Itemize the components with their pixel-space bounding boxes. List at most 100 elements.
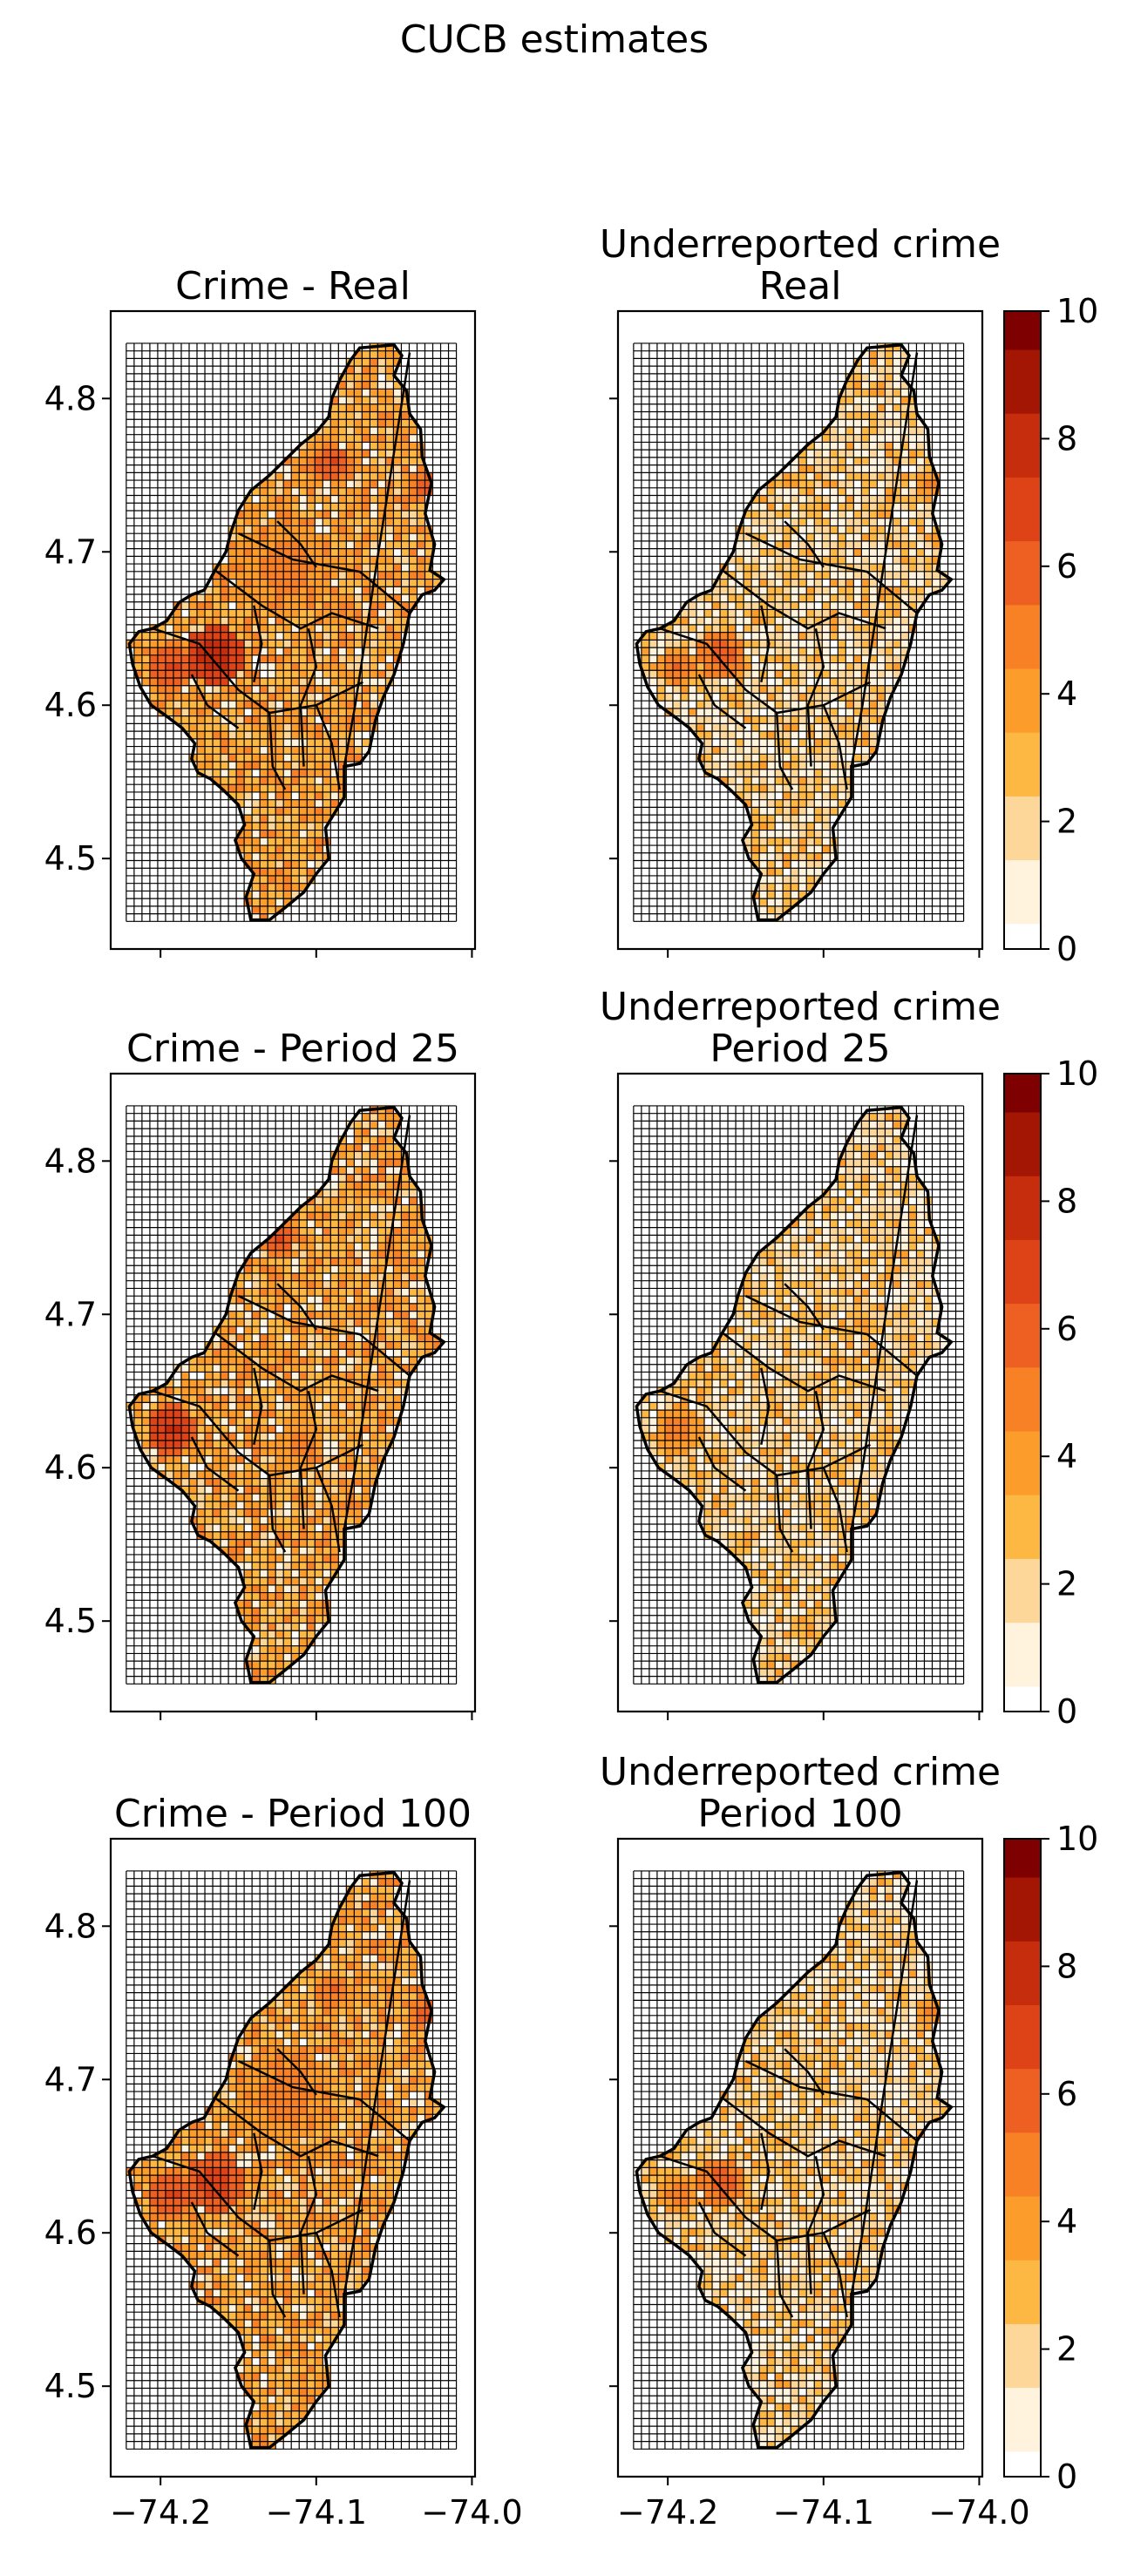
heatmap-cell [822, 670, 830, 678]
heatmap-cell [401, 549, 409, 557]
heatmap-cell [830, 617, 838, 625]
heatmap-cell [673, 693, 681, 701]
heatmap-cell [323, 1212, 330, 1220]
heatmap-cell [299, 458, 307, 465]
heatmap-cell [409, 435, 417, 443]
heatmap-cell [393, 617, 401, 625]
heatmap-cell [252, 511, 260, 519]
heatmap-cell [798, 458, 806, 465]
heatmap-cell [689, 625, 696, 633]
heatmap-cell [315, 800, 323, 808]
heatmap-cell [307, 1372, 315, 1380]
heatmap-cell [830, 670, 838, 678]
heatmap-cell [275, 633, 283, 641]
heatmap-cell [315, 792, 323, 800]
heatmap-cell [189, 647, 197, 655]
colorbar-band [1004, 885, 1041, 898]
heatmap-cell [861, 747, 869, 755]
heatmap-cell [751, 678, 759, 686]
heatmap-cell [838, 678, 845, 686]
heatmap-cell [299, 533, 307, 541]
heatmap-cell [822, 472, 830, 480]
heatmap-cell [338, 1486, 346, 1494]
heatmap-cell [932, 580, 940, 587]
heatmap-cell [323, 594, 330, 602]
heatmap-cell [377, 556, 385, 564]
heatmap-cell [330, 503, 338, 511]
heatmap-cell [681, 686, 689, 694]
heatmap-cell [759, 906, 767, 914]
heatmap-cell [354, 533, 362, 541]
heatmap-cell [814, 762, 822, 769]
heatmap-cell [845, 708, 853, 716]
subplot-3: Crime - Period 254.54.64.74.8 [44, 1027, 475, 1720]
heatmap-cell [822, 845, 830, 853]
heatmap-cell [401, 1228, 409, 1236]
heatmap-cell [330, 1342, 338, 1350]
heatmap-cell [853, 580, 861, 587]
heatmap-cell [798, 731, 806, 739]
heatmap-cell [791, 739, 798, 747]
heatmap-cell [385, 1144, 393, 1152]
heatmap-cell [720, 693, 728, 701]
heatmap-cell [751, 549, 759, 557]
heatmap-cell [362, 435, 370, 443]
heatmap-cell [338, 572, 346, 580]
heatmap-cell [689, 1479, 696, 1487]
heatmap-cell [924, 580, 932, 587]
heatmap-cell [377, 458, 385, 465]
heatmap-cell [775, 701, 783, 708]
heatmap-cell [720, 686, 728, 694]
heatmap-cell [291, 884, 299, 891]
heatmap-cell [791, 845, 798, 853]
heatmap-cell [205, 594, 213, 602]
heatmap-cell [877, 397, 885, 404]
heatmap-cell [354, 496, 362, 504]
heatmap-cell [330, 458, 338, 465]
heatmap-cell [673, 647, 681, 655]
heatmap-cell [401, 427, 409, 435]
heatmap-cell [409, 1204, 417, 1212]
heatmap-cell [401, 496, 409, 504]
heatmap-cell [323, 1555, 330, 1563]
heatmap-cell [798, 465, 806, 473]
heatmap-cell [775, 640, 783, 647]
heatmap-cell [346, 1167, 354, 1175]
heatmap-cell [385, 1342, 393, 1350]
heatmap-cell [885, 633, 893, 641]
heatmap-cell [370, 1197, 377, 1205]
heatmap-cell [417, 472, 424, 480]
heatmap-cell [189, 1426, 197, 1434]
heatmap-cell [236, 617, 244, 625]
heatmap-cell [346, 1418, 354, 1426]
heatmap-cell [291, 640, 299, 647]
heatmap-cell [330, 472, 338, 480]
heatmap-cell [252, 853, 260, 861]
heatmap-cell [728, 602, 736, 610]
heatmap-cell [228, 1463, 236, 1471]
heatmap-cell [861, 412, 869, 420]
heatmap-cell [260, 1326, 268, 1334]
heatmap-cell [838, 716, 845, 724]
heatmap-cell [346, 472, 354, 480]
heatmap-cell [767, 663, 775, 671]
heatmap-cell [908, 594, 916, 602]
heatmap-cell [323, 1334, 330, 1342]
heatmap-cell [330, 533, 338, 541]
heatmap-cell [181, 1479, 189, 1487]
heatmap-cell [307, 823, 315, 830]
heatmap-cell [377, 366, 385, 374]
heatmap-cell [338, 586, 346, 594]
heatmap-cell [409, 580, 417, 587]
heatmap-cell [893, 647, 900, 655]
heatmap-cell [275, 823, 283, 830]
heatmap-cell [252, 1555, 260, 1563]
heatmap-cell [814, 488, 822, 496]
heatmap-cell [759, 640, 767, 647]
colorbar-tick-label: 2 [1056, 803, 1077, 841]
heatmap-cell [221, 1441, 228, 1448]
heatmap-cell [252, 496, 260, 504]
heatmap-cell [798, 693, 806, 701]
heatmap-cell [869, 564, 877, 572]
heatmap-cell [330, 511, 338, 519]
